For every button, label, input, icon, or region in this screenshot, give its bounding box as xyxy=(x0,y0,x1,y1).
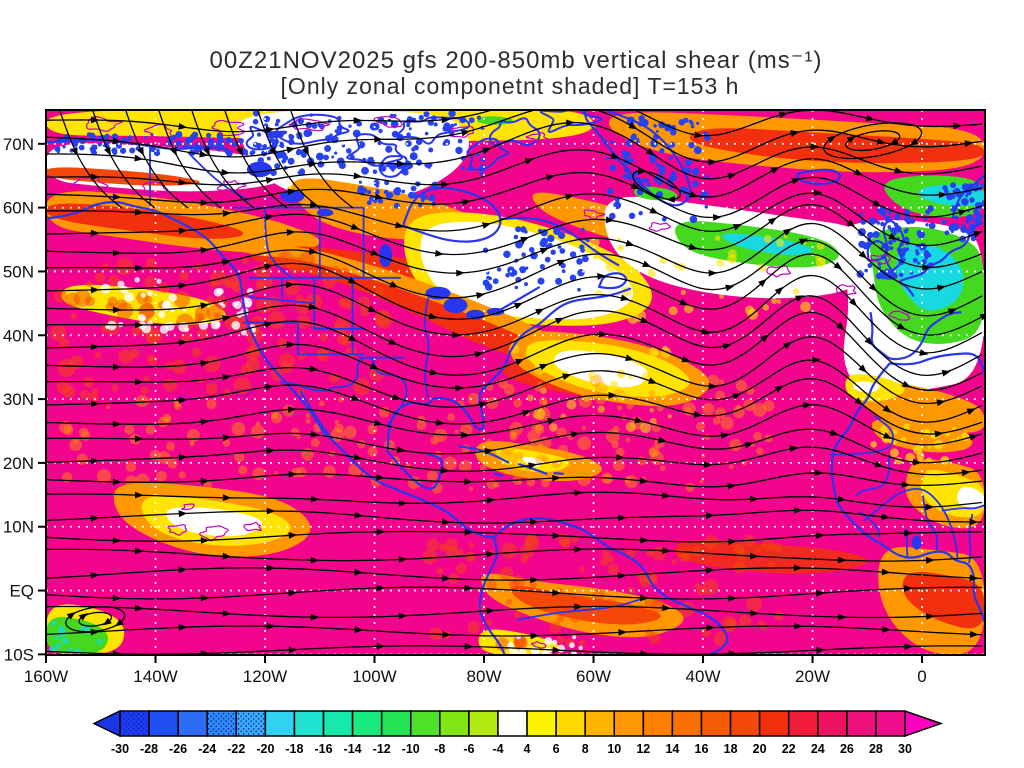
map-frame xyxy=(38,109,986,663)
colorbar-segment xyxy=(322,710,354,737)
colorbar-segment xyxy=(351,710,383,737)
colorbar-tick-label: -18 xyxy=(285,742,303,756)
x-tick-label: 40W xyxy=(686,667,721,686)
axis-labels: 70N 60N 50N 40N 30N 20N 10N EQ 10S 160W 140W 120W 10… xyxy=(3,135,927,686)
colorbar-segment xyxy=(293,710,325,737)
colorbar-tick-label: -22 xyxy=(227,742,245,756)
colorbar-tick-label: 12 xyxy=(636,742,650,756)
x-tick-label: 60W xyxy=(576,667,611,686)
y-tick-label: 60N xyxy=(3,199,34,218)
x-tick-label: 20W xyxy=(795,667,830,686)
map-border xyxy=(45,109,986,656)
colorbar-segment xyxy=(177,710,208,737)
colorbar-tick-label: 22 xyxy=(782,742,796,756)
colorbar-tick-label: -8 xyxy=(434,742,445,756)
colorbar-tick-label: -30 xyxy=(111,742,129,756)
colorbar-segment xyxy=(700,710,732,737)
x-tick-label: 140W xyxy=(133,667,177,686)
x-tick-label: 160W xyxy=(24,667,68,686)
x-tick-label: 100W xyxy=(352,667,396,686)
colorbar-tick-label: -4 xyxy=(492,742,503,756)
colorbar-tick-label: -26 xyxy=(169,742,187,756)
colorbar-tick-label: 16 xyxy=(695,742,709,756)
lakes xyxy=(246,161,922,550)
colorbar-tick-label: -24 xyxy=(198,742,216,756)
colorbar-segment xyxy=(468,710,499,737)
x-tick-label: 0 xyxy=(917,667,926,686)
colorbar-segment xyxy=(846,710,877,737)
coastlines xyxy=(46,110,985,655)
y-tick-label: 10N xyxy=(3,518,34,537)
colorbar-tick-label: 4 xyxy=(524,742,531,756)
colorbar-tick-label: 6 xyxy=(553,742,560,756)
y-tick-label: 10S xyxy=(4,645,34,664)
x-tick-label: 120W xyxy=(243,667,287,686)
colorbar-segment xyxy=(817,710,848,737)
colorbar-tick-label: 18 xyxy=(724,742,738,756)
colorbar-segment xyxy=(526,710,557,737)
colorbar-segment xyxy=(380,710,412,737)
colorbar-segment xyxy=(439,710,470,737)
colorbar-tick-label: 8 xyxy=(582,742,589,756)
colorbar-tick-label: 28 xyxy=(869,742,883,756)
colorbar-tick-label: -16 xyxy=(314,742,332,756)
colorbar-legend: -30 -28 -26 -24 -22 -20 -18 -16 -14 -12 -10 -8 -6 -4 4… xyxy=(92,709,944,756)
streamlines xyxy=(46,110,985,655)
colorbar-tick-label: 20 xyxy=(753,742,767,756)
x-tick-label: 80W xyxy=(467,667,502,686)
colorbar-segment xyxy=(148,710,179,737)
colorbar-segment xyxy=(758,710,790,737)
colorbar-tick-label: 14 xyxy=(665,742,679,756)
colorbar-segment xyxy=(875,710,906,737)
colorbar-segment xyxy=(555,710,586,737)
colorbar-segment xyxy=(584,710,616,737)
colorbar-segment xyxy=(729,710,761,737)
colorbar-tick-label: 10 xyxy=(607,742,621,756)
y-tick-label: 30N xyxy=(3,390,34,409)
map-canvas xyxy=(46,110,985,655)
colorbar-arrow-right xyxy=(904,709,944,738)
colorbar-segment xyxy=(671,710,703,737)
colorbar-tick-label: -28 xyxy=(140,742,158,756)
colorbar-segment xyxy=(264,710,296,737)
y-tick-label: EQ xyxy=(9,582,34,601)
colorbar-tick-label: 26 xyxy=(840,742,854,756)
y-tick-label: 70N xyxy=(3,135,34,154)
y-tick-label: 50N xyxy=(3,262,34,281)
colorbar-tick-label: -12 xyxy=(373,742,391,756)
colorbar-segment xyxy=(642,710,674,737)
colorbar-segment xyxy=(613,710,645,737)
colorbar-tick-label: 24 xyxy=(811,742,825,756)
y-tick-label: 20N xyxy=(3,454,34,473)
shading-regions xyxy=(46,110,985,655)
colorbar-segment xyxy=(409,710,441,737)
analysis-contours xyxy=(72,115,911,649)
colorbar-tick-label: -6 xyxy=(463,742,474,756)
colorbar-tick-label: -10 xyxy=(402,742,420,756)
colorbar-segment xyxy=(787,710,819,737)
colorbar-segment xyxy=(497,710,528,737)
colorbar-tick-label: -14 xyxy=(344,742,362,756)
colorbar-arrow-left xyxy=(92,709,121,738)
colorbar-tick-label: -20 xyxy=(256,742,274,756)
chart-title-line1: 00Z21NOV2025 gfs 200-850mb vertical shea… xyxy=(210,47,823,74)
y-tick-label: 40N xyxy=(3,326,34,345)
chart-title-line2: [Only zonal componetnt shaded] T=153 h xyxy=(281,73,740,99)
colorbar-tick-label: 30 xyxy=(898,742,912,756)
